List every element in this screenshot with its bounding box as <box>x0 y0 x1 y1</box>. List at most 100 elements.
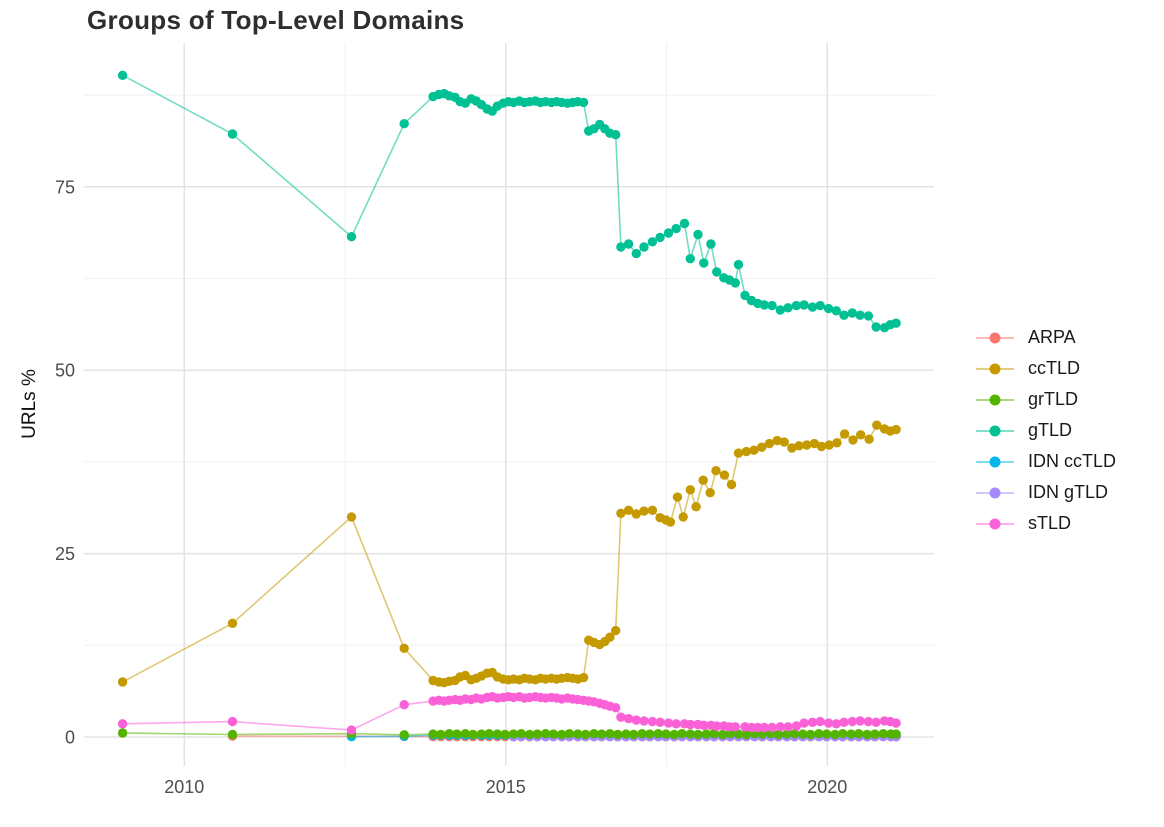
data-point-grTLD <box>878 729 888 739</box>
y-tick-label: 0 <box>65 728 75 748</box>
data-point-grTLD <box>862 729 872 740</box>
data-point-sTLD <box>117 719 128 729</box>
data-point-gTLD <box>346 232 357 242</box>
data-point-gTLD <box>639 242 649 252</box>
series-ccTLD <box>117 420 901 688</box>
data-point-grTLD <box>653 729 663 739</box>
data-point-grTLD <box>227 729 238 740</box>
data-point-sTLD <box>799 718 809 728</box>
y-tick-label: 50 <box>55 361 75 381</box>
data-point-grTLD <box>709 729 719 739</box>
data-point-ccTLD <box>691 502 701 512</box>
data-point-grTLD <box>830 729 840 740</box>
data-point-sTLD <box>671 719 681 729</box>
x-tick-label: 2020 <box>807 777 847 797</box>
data-point-grTLD <box>637 729 647 739</box>
data-point-sTLD <box>815 716 825 727</box>
data-point-ccTLD <box>832 438 842 448</box>
data-point-gTLD <box>616 242 626 252</box>
data-point-grTLD <box>540 729 551 739</box>
data-point-sTLD <box>685 719 695 730</box>
data-point-sTLD <box>712 721 722 731</box>
data-point-gTLD <box>671 223 681 234</box>
data-point-grTLD <box>452 729 462 739</box>
data-point-gTLD <box>647 237 658 247</box>
data-point-sTLD <box>775 722 785 732</box>
data-point-ccTLD <box>711 466 721 476</box>
data-point-gTLD <box>775 305 785 315</box>
data-point-ccTLD <box>764 438 775 449</box>
data-point-sTLD <box>753 722 763 733</box>
data-point-gTLD <box>663 228 674 238</box>
series-line-gTLD <box>122 74 897 329</box>
data-point-sTLD <box>863 716 874 727</box>
data-point-grTLD <box>444 729 454 739</box>
data-point-gTLD <box>740 290 750 301</box>
data-point-grTLD <box>605 729 615 739</box>
data-point-gTLD <box>855 310 865 320</box>
data-point-sTLD <box>631 715 641 725</box>
data-point-grTLD <box>468 729 478 740</box>
data-point-grTLD <box>117 728 128 738</box>
data-point-grTLD <box>821 729 832 739</box>
data-point-sTLD <box>611 703 621 713</box>
data-point-gTLD <box>871 322 881 332</box>
data-point-ccTLD <box>685 485 695 495</box>
data-point-gTLD <box>693 229 703 240</box>
data-point-gTLD <box>767 300 777 311</box>
data-point-sTLD <box>767 722 777 733</box>
data-point-ccTLD <box>787 443 797 453</box>
data-point-grTLD <box>596 729 607 739</box>
data-point-ccTLD <box>639 506 649 516</box>
data-point-sTLD <box>399 700 409 710</box>
legend-key-dot <box>989 332 1001 343</box>
data-point-grTLD <box>814 729 824 739</box>
x-tick-label: 2015 <box>486 777 526 797</box>
data-point-grTLD <box>524 729 535 740</box>
data-point-gTLD <box>655 232 665 243</box>
data-point-grTLD <box>677 729 687 739</box>
data-point-ccTLD <box>611 625 621 636</box>
data-point-ccTLD <box>824 440 834 450</box>
data-point-sTLD <box>759 722 769 733</box>
data-point-sTLD <box>831 719 841 729</box>
data-point-sTLD <box>847 716 857 727</box>
series-grTLD <box>117 728 901 740</box>
legend-key-dot <box>989 487 1001 498</box>
legend-label-grTLD: grTLD <box>1028 389 1079 409</box>
data-point-gTLD <box>578 97 589 108</box>
y-tick-label: 75 <box>55 177 75 197</box>
data-point-gTLD <box>730 278 740 288</box>
legend-key-ccTLD <box>976 363 1014 374</box>
data-point-grTLD <box>557 729 567 740</box>
data-point-grTLD <box>891 729 901 739</box>
data-point-grTLD <box>733 729 744 739</box>
data-point-sTLD <box>227 716 238 727</box>
data-point-grTLD <box>500 729 510 740</box>
legend-key-sTLD <box>976 518 1014 529</box>
data-point-grTLD <box>484 729 494 739</box>
data-point-ccTLD <box>848 435 858 445</box>
data-point-ccTLD <box>749 445 759 455</box>
data-point-grTLD <box>854 729 864 739</box>
legend-key-IDN-gTLD <box>976 487 1014 498</box>
data-point-grTLD <box>701 729 712 739</box>
legend-item-ccTLD: ccTLD <box>975 353 1116 384</box>
data-point-ccTLD <box>856 430 866 440</box>
legend-key-dot <box>989 363 1001 374</box>
data-point-grTLD <box>476 729 487 739</box>
data-point-grTLD <box>870 729 880 739</box>
legend-item-IDN-gTLD: IDN gTLD <box>975 477 1116 508</box>
data-point-ccTLD <box>741 446 751 457</box>
data-point-sTLD <box>623 714 634 724</box>
data-point-ccTLD <box>631 509 641 519</box>
data-point-sTLD <box>891 718 901 728</box>
data-point-sTLD <box>730 722 740 732</box>
data-point-gTLD <box>847 308 857 318</box>
legend-label-IDN-gTLD: IDN gTLD <box>1028 482 1109 502</box>
data-point-gTLD <box>823 303 834 314</box>
data-point-grTLD <box>741 729 751 740</box>
data-point-ccTLD <box>779 437 789 447</box>
data-point-ccTLD <box>733 448 744 458</box>
data-point-grTLD <box>436 729 446 740</box>
